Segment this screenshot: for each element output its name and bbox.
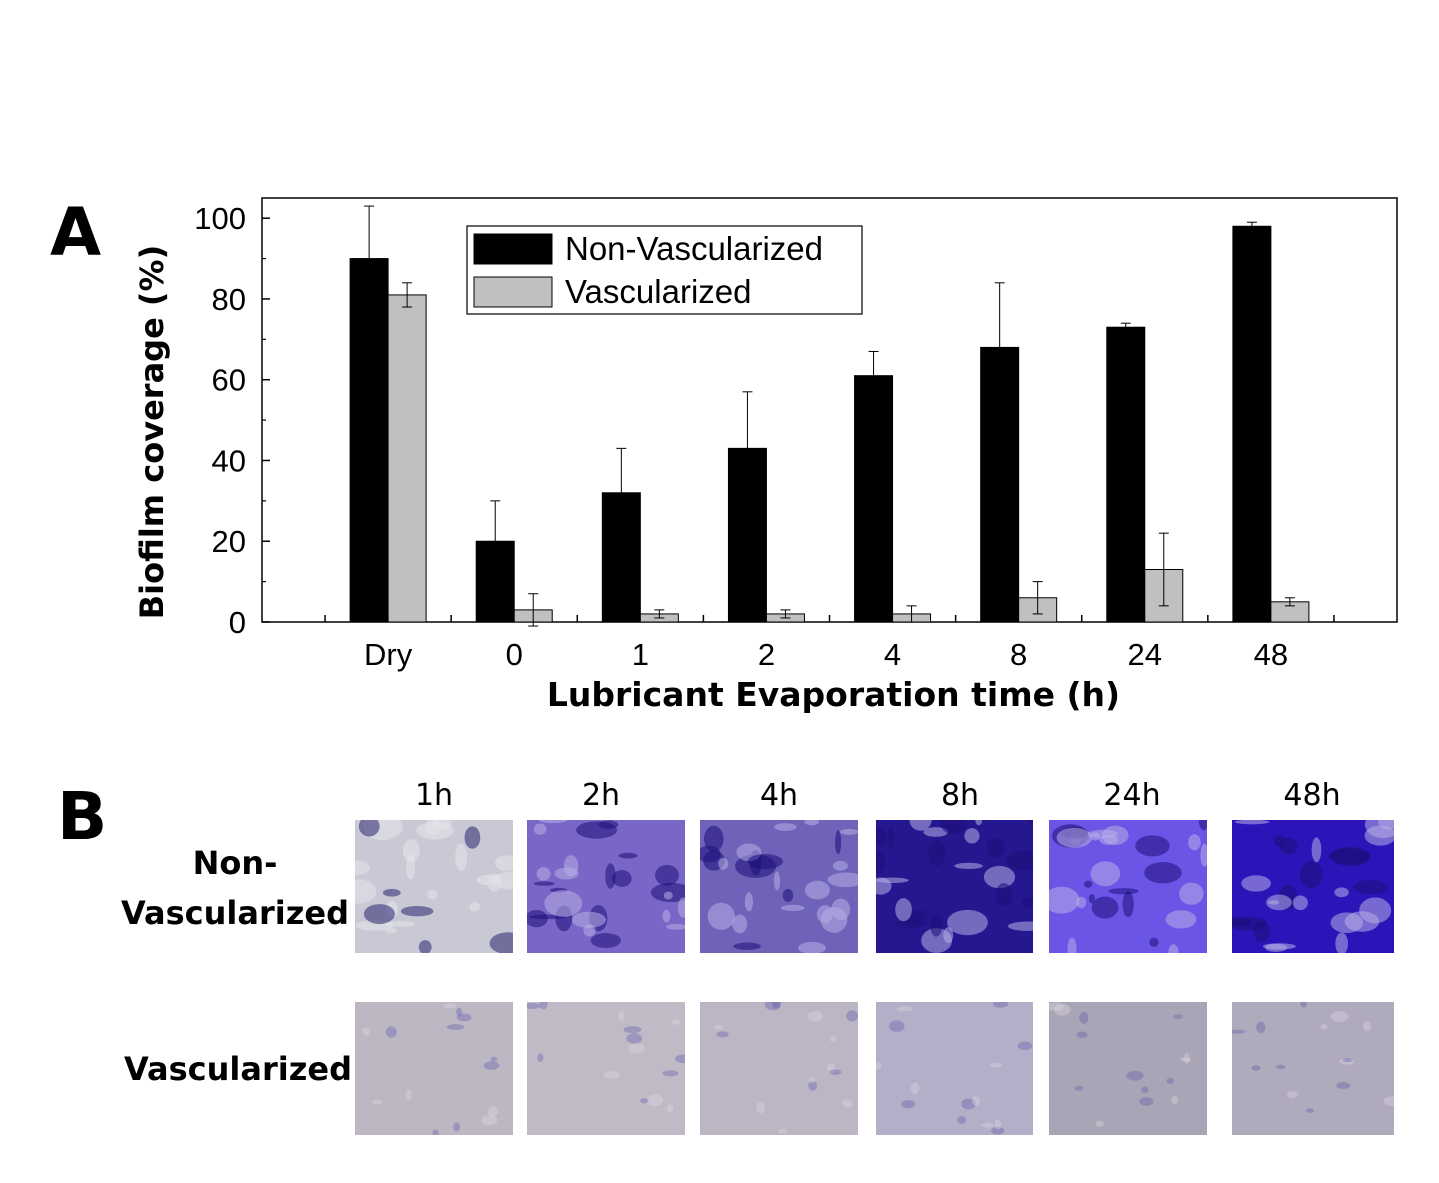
x-axis-title: Lubricant Evaporation time (h) [547,675,1120,714]
row-label-vascularized: Vascularized [118,1044,358,1094]
biofilm-image [355,820,513,953]
panel-a-letter: A [50,194,102,271]
biofilm-image [527,820,685,953]
biofilm-image [700,1002,858,1135]
x-tick-label: 2 [758,637,775,672]
biofilm-image [876,820,1033,953]
biofilm-image [355,1002,513,1135]
y-tick-label: 100 [194,201,246,236]
panel-b-letter: B [57,778,108,855]
biofilm-image [1232,1002,1394,1135]
biofilm-image [1232,820,1394,953]
col-label-24h: 24h [1103,778,1161,813]
bar-non-vascularized [601,492,641,623]
y-tick-label: 20 [212,524,246,559]
bar-non-vascularized [854,375,894,623]
y-tick-label: 80 [212,282,246,317]
col-label-48h: 48h [1283,778,1341,813]
biofilm-image [1049,820,1207,953]
bar-non-vascularized [475,540,515,623]
legend-label: Vascularized [565,273,751,310]
bar-vascularized [387,294,427,623]
row-label-line2: Vascularized [124,1050,352,1088]
bar-non-vascularized [349,258,389,623]
col-label-8h: 8h [940,778,980,813]
legend-swatch [473,276,553,308]
x-tick-label: Dry [364,637,413,672]
legend-swatch [473,233,553,265]
row-label-line1: Non- [192,844,278,882]
row-label-line2: Vascularized [121,894,349,932]
x-tick-label: 24 [1128,637,1162,672]
x-tick-label: 1 [632,637,649,672]
bar-non-vascularized [1106,326,1146,623]
col-label-4h: 4h [759,778,799,813]
y-tick-label: 60 [212,363,246,398]
row-label-non-vascularized: Non- Vascularized [115,838,355,938]
y-axis-title: Biofilm coverage (%) [133,245,171,619]
bar-non-vascularized [1232,225,1272,623]
biofilm-image [700,820,858,953]
x-tick-label: 8 [1010,637,1027,672]
y-tick-label: 0 [229,605,246,640]
y-tick-label: 40 [212,443,246,478]
bar-non-vascularized [727,447,767,623]
x-tick-label: 48 [1254,637,1288,672]
x-tick-label: 4 [884,637,901,672]
col-label-1h: 1h [414,778,454,813]
bar-non-vascularized [980,346,1020,623]
biofilm-image [876,1002,1033,1135]
x-tick-label: 0 [506,637,523,672]
legend-label: Non-Vascularized [565,230,823,267]
biofilm-image [527,1002,685,1135]
biofilm-image [1049,1002,1207,1135]
col-label-2h: 2h [581,778,621,813]
